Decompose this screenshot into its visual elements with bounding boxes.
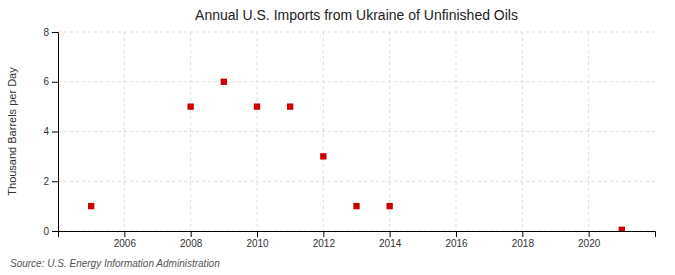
tick: 2010 bbox=[246, 231, 269, 249]
tick: 8 bbox=[43, 27, 58, 38]
tick-mark bbox=[191, 231, 192, 237]
tick-mark bbox=[52, 181, 58, 182]
tick-mark bbox=[124, 231, 125, 237]
point bbox=[353, 203, 359, 209]
title: Annual U.S. Imports from Ukraine of Unfi… bbox=[195, 7, 518, 23]
tick-mark bbox=[52, 132, 58, 133]
tick: 0 bbox=[43, 226, 58, 237]
tick-mark bbox=[456, 231, 457, 237]
axis-line bbox=[59, 232, 656, 238]
tick-label: 4 bbox=[43, 126, 49, 137]
point bbox=[387, 203, 393, 209]
tick-mark bbox=[52, 231, 58, 232]
tick-label: 2014 bbox=[379, 238, 402, 249]
chart: 2006 2008 2010 2012 2014 2016 2018 2020 0 2 4 6 8 Ann… bbox=[0, 0, 675, 275]
plot-area: 2006 2008 2010 2012 2014 2016 2018 2020 0 2 4 6 8 bbox=[43, 27, 655, 249]
point bbox=[287, 103, 293, 109]
tick-mark bbox=[390, 231, 391, 237]
tick-label: 2018 bbox=[512, 238, 535, 249]
points bbox=[88, 79, 625, 231]
tick: 4 bbox=[43, 126, 58, 137]
tick-label: 2008 bbox=[180, 238, 203, 249]
tick-label: 2010 bbox=[246, 238, 269, 249]
tick-label: 0 bbox=[43, 226, 49, 237]
tick-label: 2006 bbox=[114, 238, 137, 249]
tick-label: 6 bbox=[43, 76, 49, 87]
tick-label: 2012 bbox=[313, 238, 336, 249]
tick-label: 2020 bbox=[578, 238, 601, 249]
y-axis: 0 2 4 6 8 bbox=[43, 27, 58, 237]
point bbox=[221, 79, 227, 85]
point bbox=[88, 203, 94, 209]
grid-line-y bbox=[58, 181, 655, 182]
tick: 2018 bbox=[512, 231, 535, 249]
tick: 2014 bbox=[379, 231, 402, 249]
tick-mark bbox=[522, 231, 523, 237]
tick-mark bbox=[257, 231, 258, 237]
tick: 2008 bbox=[180, 231, 203, 249]
tick-label: 2 bbox=[43, 176, 49, 187]
tick-mark bbox=[52, 82, 58, 83]
point bbox=[188, 103, 194, 109]
point bbox=[619, 227, 625, 231]
y-axis-title: Thousand Barrels per Day bbox=[6, 67, 18, 196]
tick-mark bbox=[323, 231, 324, 237]
tick: 6 bbox=[43, 76, 58, 87]
grid bbox=[58, 32, 655, 231]
tick: 2020 bbox=[578, 231, 601, 249]
axis-line bbox=[52, 33, 59, 232]
tick: 2016 bbox=[445, 231, 468, 249]
tick: 2 bbox=[43, 176, 58, 187]
tick-mark bbox=[589, 231, 590, 237]
point bbox=[320, 153, 326, 159]
tick-label: 8 bbox=[43, 27, 49, 38]
grid-line-y bbox=[58, 32, 655, 33]
grid-line-y bbox=[58, 81, 655, 82]
tick-label: 2016 bbox=[445, 238, 468, 249]
tick-mark bbox=[52, 32, 58, 33]
tick: 2006 bbox=[114, 231, 137, 249]
source: Source: U.S. Energy Information Administ… bbox=[10, 258, 220, 269]
point bbox=[254, 103, 260, 109]
x-axis: 2006 2008 2010 2012 2014 2016 2018 2020 bbox=[59, 231, 656, 249]
grid-line-y bbox=[58, 131, 655, 132]
tick: 2012 bbox=[313, 231, 336, 249]
